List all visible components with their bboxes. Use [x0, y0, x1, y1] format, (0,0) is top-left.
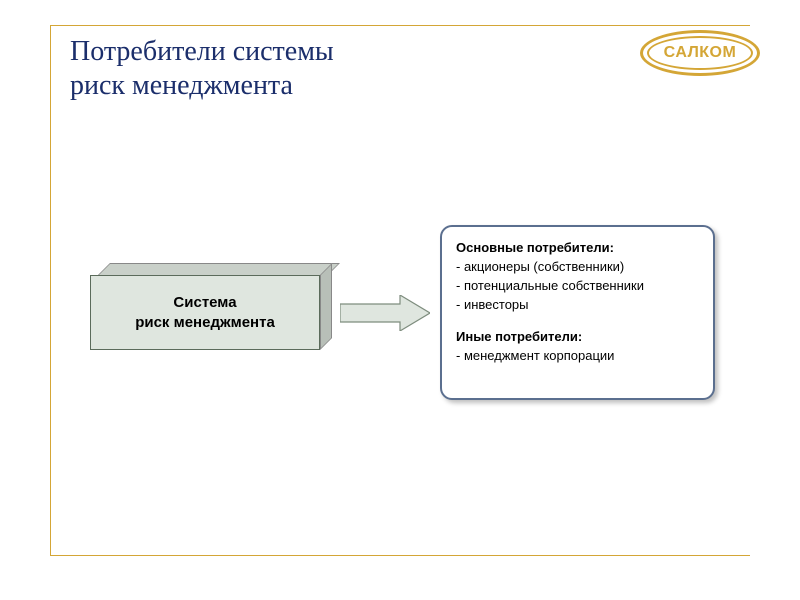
frame-border-left [50, 25, 51, 555]
system-box-line2: риск менеджмента [135, 314, 275, 331]
consumers-main-item: акционеры (собственники) [456, 258, 699, 277]
system-box-label: Система риск менеджмента [135, 293, 275, 332]
logo-oval-outer: САЛКОМ [640, 30, 760, 76]
frame-border-top [50, 25, 750, 26]
consumers-main-heading: Основные потребители: [456, 239, 699, 258]
frame-border-bottom [50, 555, 750, 556]
system-box-line1: Система [173, 294, 236, 311]
consumers-main-item: инвесторы [456, 296, 699, 315]
consumers-group-other: Иные потребители: менеджмент корпорации [456, 328, 699, 366]
consumers-main-item: потенциальные собственники [456, 277, 699, 296]
system-box-side [320, 263, 332, 350]
consumers-box: Основные потребители: акционеры (собстве… [440, 225, 715, 400]
consumers-other-heading: Иные потребители: [456, 328, 699, 347]
arrow-shape [340, 295, 430, 331]
system-box-front: Система риск менеджмента [90, 275, 320, 350]
slide-title-text: Потребители системыриск менеджмента [70, 36, 334, 101]
logo-oval-inner: САЛКОМ [647, 36, 753, 70]
slide-title: Потребители системыриск менеджмента [70, 35, 334, 102]
arrow-icon [340, 295, 430, 331]
consumers-group-main: Основные потребители: акционеры (собстве… [456, 239, 699, 314]
system-box: Система риск менеджмента [90, 275, 320, 350]
logo-text: САЛКОМ [664, 44, 737, 62]
logo: САЛКОМ [640, 30, 760, 76]
consumers-other-item: менеджмент корпорации [456, 347, 699, 366]
arrow-right [340, 295, 430, 331]
